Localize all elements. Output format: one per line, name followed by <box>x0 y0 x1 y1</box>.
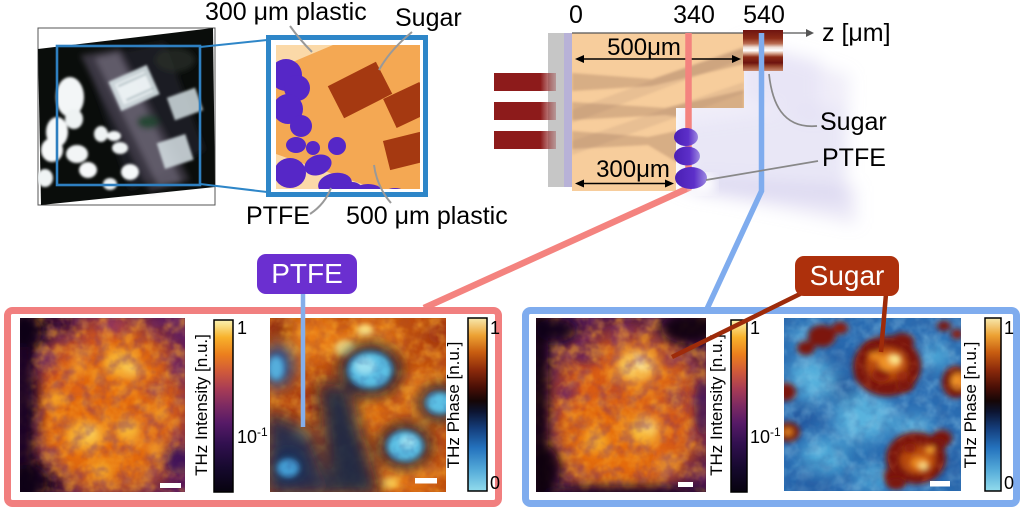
svg-text:1: 1 <box>750 318 760 338</box>
svg-text:Sugar: Sugar <box>395 4 462 32</box>
svg-text:300 μm plastic: 300 μm plastic <box>205 0 367 26</box>
svg-text:Sugar: Sugar <box>820 108 887 136</box>
svg-text:Sugar: Sugar <box>810 260 885 291</box>
svg-text:1: 1 <box>237 318 247 338</box>
svg-text:THz Intensity [n.u.]: THz Intensity [n.u.] <box>707 334 726 476</box>
svg-text:PTFE: PTFE <box>822 144 886 172</box>
svg-text:1: 1 <box>490 318 500 338</box>
svg-text:0: 0 <box>569 1 583 29</box>
svg-text:THz Intensity [n.u.]: THz Intensity [n.u.] <box>192 334 211 476</box>
svg-text:1: 1 <box>1004 318 1014 338</box>
svg-text:340: 340 <box>673 1 715 29</box>
svg-text:500 μm plastic: 500 μm plastic <box>346 202 508 230</box>
svg-text:0: 0 <box>490 473 500 493</box>
svg-text:PTFE: PTFE <box>271 258 343 289</box>
svg-text:500μm: 500μm <box>607 34 681 61</box>
svg-text:540: 540 <box>743 1 785 29</box>
svg-text:z [μm]: z [μm] <box>822 19 891 47</box>
svg-text:THz Phase [n.u.]: THz Phase [n.u.] <box>444 342 463 469</box>
svg-text:THz Phase [n.u.]: THz Phase [n.u.] <box>961 342 980 469</box>
svg-text:PTFE: PTFE <box>246 202 310 230</box>
svg-text:0: 0 <box>1004 473 1014 493</box>
svg-text:300μm: 300μm <box>596 156 670 183</box>
